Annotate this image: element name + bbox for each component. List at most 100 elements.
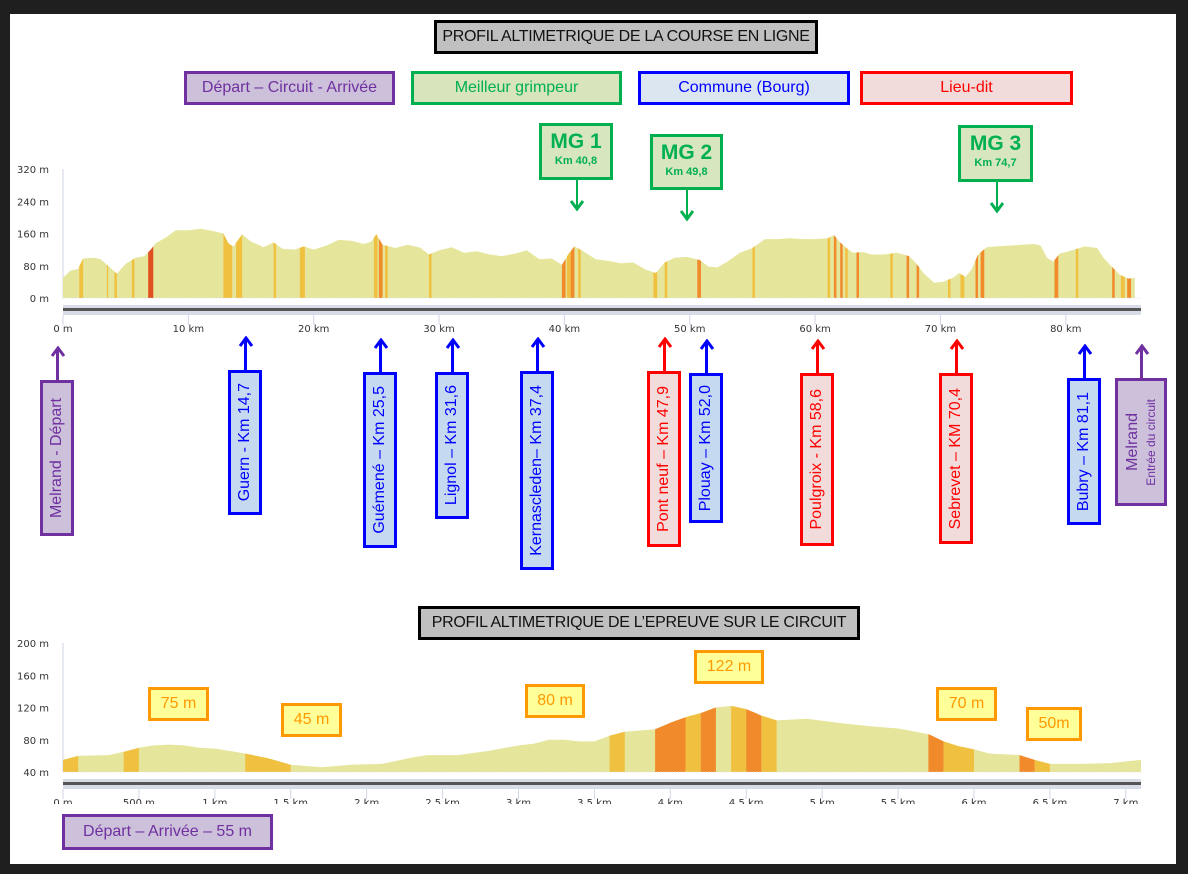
- place-label: Melrand - Départ: [40, 380, 74, 536]
- place-name: Poulgroix - Km 58,6: [808, 389, 825, 530]
- arrow-up-icon: [955, 341, 958, 373]
- x-tick-label: 80 km: [1050, 324, 1081, 334]
- gradient-segment: [700, 707, 716, 772]
- x-tick-label: 40 km: [549, 324, 580, 334]
- gradient-segment: [131, 258, 135, 298]
- place-name: Lignol – Km 31,6: [443, 385, 460, 506]
- x-tick-label: 2.5 km: [425, 798, 460, 804]
- climb-marker-mg2: MG 2 Km 49,8: [650, 134, 723, 190]
- arrow-up-icon: [1140, 346, 1143, 378]
- gradient-segment: [79, 258, 84, 298]
- gradient-segment: [561, 258, 566, 298]
- altitude-label: 122 m: [694, 650, 764, 684]
- gradient-segment: [685, 713, 701, 772]
- place-label: Guémené – Km 25,5: [363, 372, 397, 548]
- arrow-up-icon: [816, 341, 819, 373]
- y-tick-label: 0 m: [30, 294, 49, 305]
- x-tick-label: 1.5 km: [273, 798, 308, 804]
- x-tick-label: 3 km: [506, 798, 531, 804]
- gradient-segment: [1127, 278, 1131, 298]
- arrow-down-icon: [990, 202, 1004, 214]
- gradient-segment: [664, 261, 668, 298]
- y-tick-label: 160 m: [17, 671, 49, 682]
- x-tick-label: 5 km: [810, 798, 835, 804]
- y-tick-label: 80 m: [23, 262, 49, 273]
- gradient-segment: [827, 237, 831, 298]
- arrow-up-icon: [379, 340, 382, 372]
- gradient-segment: [948, 278, 951, 298]
- y-tick-label: 80 m: [23, 736, 49, 747]
- x-tick-label: 4.5 km: [729, 798, 764, 804]
- arrow-down-icon: [680, 210, 694, 222]
- gradient-segment: [114, 271, 117, 298]
- altitude-label: 75 m: [148, 687, 209, 721]
- climb-marker-mg1: MG 1 Km 40,8: [539, 123, 613, 180]
- gradient-segment: [570, 246, 575, 298]
- climb-title: MG 1: [550, 130, 602, 153]
- climb-title: MG 3: [969, 132, 1022, 155]
- climb-km: Km 74,7: [974, 157, 1017, 169]
- legend-depart-circuit-arrivee: Départ – Circuit - Arrivée: [184, 71, 395, 105]
- circuit-profile-title: PROFIL ALTIMETRIQUE DE L’EPREUVE SUR LE …: [418, 606, 860, 640]
- climb-km: Km 40,8: [554, 155, 598, 167]
- y-tick-label: 200 m: [17, 639, 49, 650]
- arrow-up-icon: [244, 338, 247, 370]
- gradient-segment: [148, 246, 154, 298]
- x-tick-label: 1 km: [202, 798, 227, 804]
- place-name: Sebrevet – KM 70,4: [947, 387, 964, 530]
- climb-title: MG 2: [660, 141, 713, 164]
- y-tick-label: 40 m: [23, 768, 49, 779]
- arrow-up-icon: [699, 339, 714, 350]
- place-label: Lignol – Km 31,6: [435, 372, 469, 519]
- arrow-up-icon: [445, 338, 460, 349]
- elevation-area: [63, 705, 1141, 772]
- y-tick-label: 160 m: [17, 230, 49, 241]
- legend-meilleur-grimpeur: Meilleur grimpeur: [411, 71, 622, 105]
- place-name: Guémené – Km 25,5: [371, 386, 388, 534]
- altitude-label: 80 m: [525, 684, 585, 718]
- arrow-up-icon: [56, 348, 59, 380]
- arrow-up-icon: [705, 341, 708, 373]
- altitude-label: 70 m: [936, 687, 997, 721]
- arrow-down-icon: [570, 200, 584, 212]
- gradient-segment: [245, 753, 291, 772]
- gradient-segment: [609, 731, 625, 772]
- arrow-up-icon: [1077, 344, 1092, 355]
- y-tick-label: 240 m: [17, 197, 49, 208]
- gradient-segment: [378, 238, 383, 298]
- place-label: Bubry – Km 81,1: [1067, 378, 1101, 525]
- x-tick-label: 3.5 km: [577, 798, 612, 804]
- altitude-label: 45 m: [281, 703, 342, 737]
- place-name: Plouay – Km 52,0: [697, 384, 714, 512]
- x-tick-label: 7 km: [1113, 798, 1138, 804]
- gradient-segment: [273, 242, 277, 298]
- x-tick-label: 20 km: [298, 324, 329, 334]
- gradient-segment: [385, 245, 388, 298]
- elevation-area: [63, 228, 1135, 298]
- arrow-up-icon: [1083, 346, 1086, 378]
- gradient-segment: [697, 259, 701, 298]
- gradient-segment: [223, 233, 233, 298]
- x-tick-label: 0 m: [53, 324, 72, 334]
- arrow-up-icon: [530, 337, 545, 348]
- circuit-elevation-chart: 40 m 80 m 120 m 160 m 200 m 0 m 500 m 1 km 1.5 k…: [17, 639, 1141, 804]
- place-name: Guern - Km 14,7: [236, 383, 253, 502]
- place-name: Kernascleden– Km 37,4: [528, 385, 545, 556]
- arrow-up-icon: [373, 338, 388, 349]
- arrow-up-icon: [657, 337, 672, 348]
- x-tick-label: 2 km: [354, 798, 379, 804]
- gradient-segment: [840, 242, 843, 298]
- gradient-segment: [960, 273, 965, 298]
- gradient-segment: [106, 264, 109, 298]
- x-tick-label: 500 m: [123, 798, 155, 804]
- place-label: Melrand Entrée du circuit: [1115, 378, 1167, 506]
- place-label: Kernascleden– Km 37,4: [520, 371, 554, 570]
- place-name: Melrand - Départ: [48, 397, 65, 519]
- range-track-line: [63, 782, 1141, 785]
- place-name: Melrand: [1124, 413, 1141, 471]
- gradient-segment: [856, 252, 859, 298]
- x-tick-label: 4 km: [658, 798, 683, 804]
- x-tick-label: 6.5 km: [1033, 798, 1068, 804]
- gradient-segment: [299, 246, 305, 298]
- gradient-segment: [63, 755, 79, 772]
